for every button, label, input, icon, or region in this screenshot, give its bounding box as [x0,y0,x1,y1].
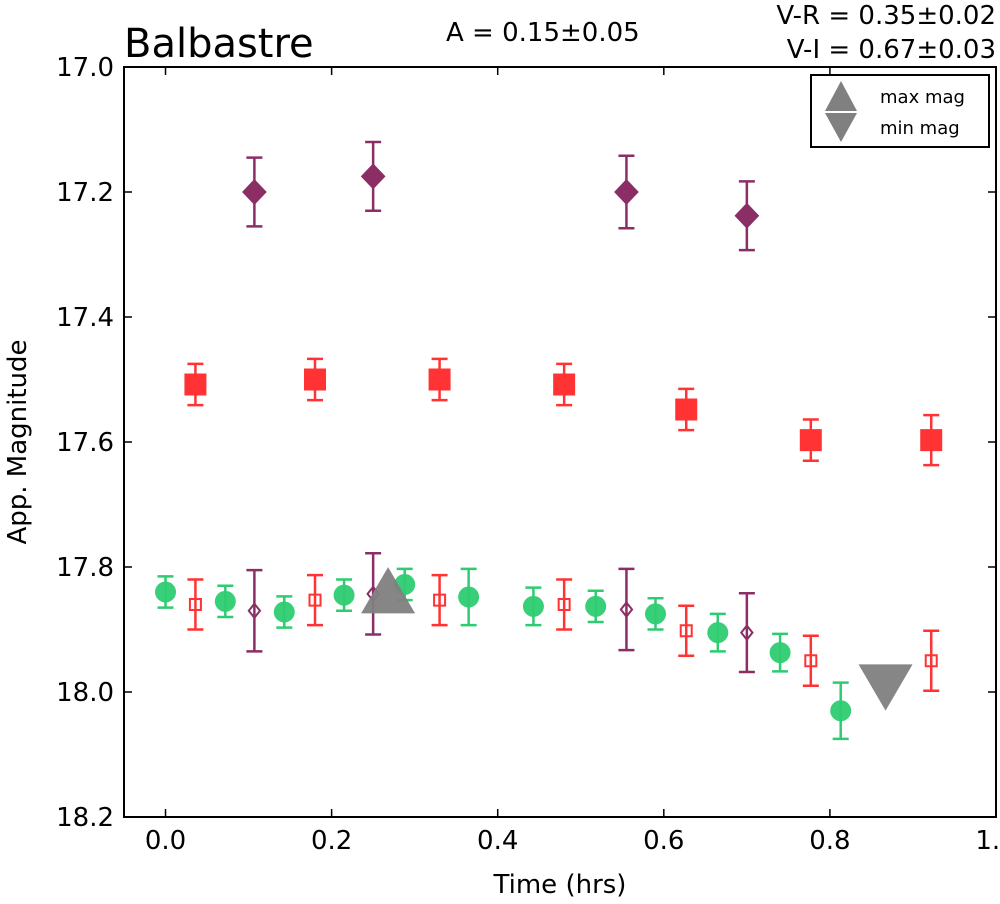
data-point-circle-filled [333,584,355,606]
x-tick-label: 0.2 [311,826,352,856]
v-i-color-annotation: V-I = 0.67±0.03 [787,35,996,65]
y-tick-label: 17.8 [56,553,114,583]
y-tick-label: 17.2 [56,178,114,208]
plot-frame [123,66,997,818]
data-point-square-filled [675,398,698,421]
data-point-circle-filled [273,601,295,623]
data-point-square-open [804,654,818,668]
data-point-diamond-filled [614,179,639,205]
y-tick-label: 17.6 [56,428,114,458]
data-point-square-open [557,598,571,611]
data-point-circle-filled [769,642,791,664]
x-tick-label: 0.6 [643,826,684,856]
legend: max mag min mag [810,74,990,148]
v-r-color-annotation: V-R = 0.35±0.02 [776,1,996,31]
max-mag-marker [361,567,416,614]
data-marks [155,140,943,741]
chart-title: Balbastre [124,21,314,67]
y-axis-label: App. Magnitude [3,339,33,544]
data-point-circle-filled [585,595,607,617]
data-point-circle-filled [458,586,480,608]
amplitude-annotation: A = 0.15±0.05 [446,18,640,48]
data-point-square-filled [304,368,327,391]
data-point-square-open [679,624,693,638]
legend-min-mag-label: min mag [880,118,960,139]
y-tick-label: 17.4 [56,303,114,333]
data-point-diamond-open [739,624,754,642]
data-point-square-filled [428,368,451,391]
data-point-square-filled [553,373,576,396]
data-point-circle-filled [830,700,852,722]
legend-max-mag-marker [825,81,857,111]
x-tick-label: 0.0 [145,826,186,856]
x-axis-label: Time (hrs) [493,870,627,900]
data-point-circle-filled [155,581,177,603]
data-point-circle-filled [645,603,667,625]
data-point-square-filled [184,373,207,396]
y-tick-label: 18.0 [56,678,114,708]
data-point-circle-filled [214,590,236,612]
data-point-diamond-filled [242,179,267,205]
x-tick-label: 0.4 [477,826,518,856]
data-point-diamond-open [619,600,634,619]
data-point-square-open [308,593,322,607]
axis-ticks: 0.0 0.2 0.4 0.6 0.8 1.0 17.0 17.2 17.4 17.6 17.8 18… [56,53,1000,856]
data-point-diamond-filled [734,202,760,229]
data-point-square-open [924,654,938,668]
data-point-square-filled [920,429,943,452]
legend-min-mag-marker [825,113,857,142]
data-point-square-filled [799,429,822,452]
data-point-diamond-open [247,602,262,620]
y-tick-label: 17.0 [56,53,114,83]
data-point-square-open [188,598,202,611]
x-tick-label: 1.0 [975,826,1000,856]
data-point-circle-filled [707,622,729,644]
legend-max-mag-label: max mag [880,87,965,108]
x-tick-label: 0.8 [809,826,850,856]
y-tick-label: 18.2 [56,803,114,833]
data-point-square-open [433,593,447,607]
data-point-circle-filled [522,595,544,617]
min-mag-marker [858,664,913,711]
data-point-diamond-filled [360,163,386,190]
